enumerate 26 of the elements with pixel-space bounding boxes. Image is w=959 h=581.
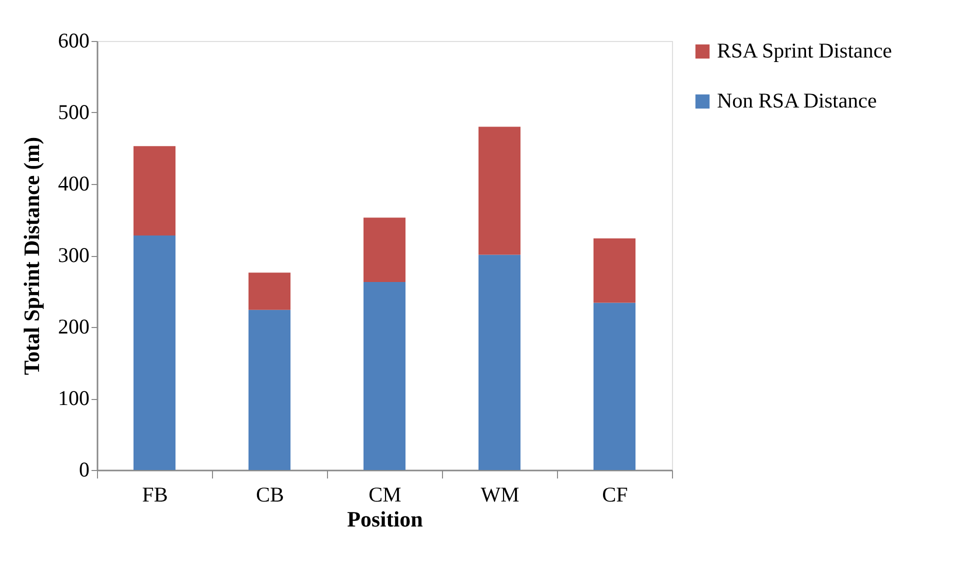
x-tick-label: CM — [368, 482, 402, 506]
y-tick-label: 200 — [58, 314, 90, 338]
legend-label: RSA Sprint Distance — [717, 38, 892, 62]
bar — [248, 272, 290, 310]
x-axis-title: Position — [347, 506, 423, 532]
bar — [134, 235, 176, 470]
bar — [478, 126, 520, 255]
x-tick-label: WM — [480, 482, 520, 506]
y-axis-title: Total Sprint Distance (m) — [19, 136, 44, 376]
bar — [248, 310, 290, 470]
y-tick-label: 600 — [58, 28, 90, 52]
bar — [134, 146, 176, 236]
y-tick-label: 0 — [79, 458, 90, 482]
legend-label: Non RSA Distance — [717, 88, 877, 112]
x-tick-label: FB — [142, 482, 168, 506]
x-tick-label: CF — [602, 482, 628, 506]
y-tick-label: 300 — [58, 243, 90, 267]
bar — [364, 282, 406, 470]
y-tick-label: 500 — [58, 100, 90, 124]
bar — [478, 254, 520, 470]
y-tick-label: 400 — [58, 172, 90, 196]
bar — [364, 218, 406, 282]
y-tick-label: 100 — [58, 386, 90, 410]
bar — [594, 302, 636, 470]
bar — [594, 238, 636, 303]
x-tick-label: CB — [256, 482, 284, 506]
